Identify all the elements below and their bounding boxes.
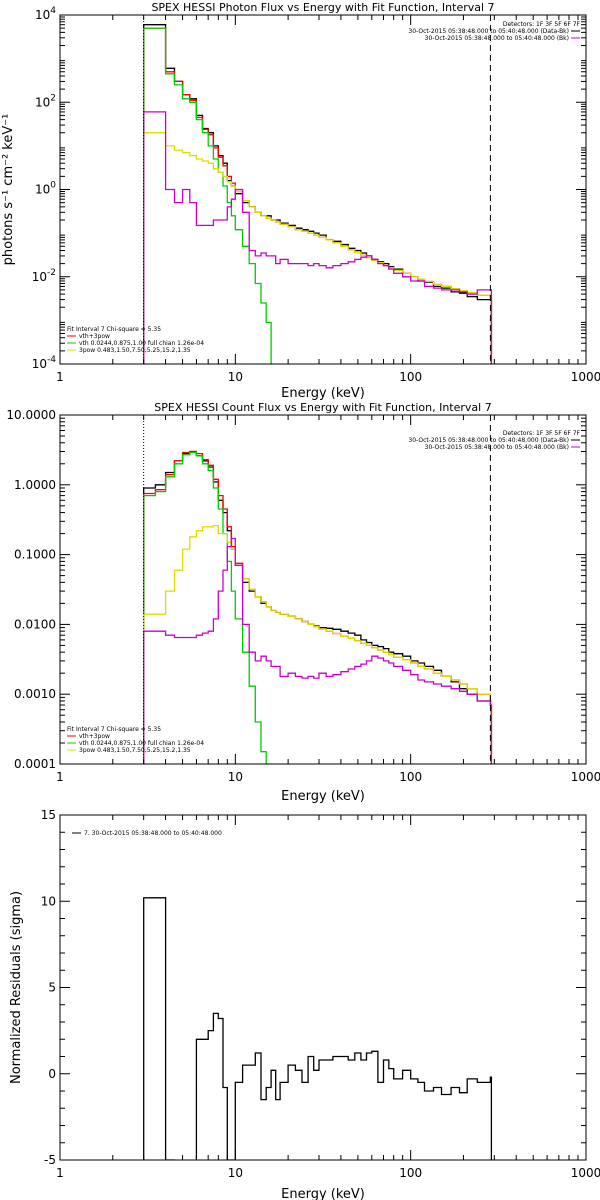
legend-entry: Detectors: 1F 3F 5F 6F 7F: [503, 430, 581, 437]
legend-entry: 3pow 0.483,1.50,7.50,5.25,15.2,1.35: [79, 747, 191, 754]
x-tick-label: 1: [56, 1166, 64, 1180]
x-tick-label: 100: [399, 770, 422, 784]
y-tick-label: 5: [48, 981, 56, 995]
y-tick-label: 0: [48, 1067, 56, 1081]
y-tick-exponent: -2: [47, 268, 56, 278]
series-line-4: [143, 111, 493, 364]
y-tick-label: 0.0100: [14, 617, 56, 631]
x-tick-label: 1000: [571, 1166, 600, 1180]
y-tick-exponent: 0: [50, 181, 56, 191]
series-line-0: [143, 450, 493, 764]
x-tick-label: 100: [399, 370, 422, 384]
chart-title: SPEX HESSI Photon Flux vs Energy with Fi…: [151, 1, 494, 14]
series-group: [143, 897, 493, 1160]
legend-entry: 3pow 0.483,1.50,7.50,5.25,15.2,1.35: [79, 347, 191, 354]
legend-entry: vth+3pow: [79, 333, 110, 340]
y-tick-label: 10-2: [32, 268, 56, 284]
x-axis-label: Energy (keV): [281, 386, 365, 401]
series-group: [143, 24, 493, 364]
x-tick-label: 1000: [571, 370, 600, 384]
x-tick-label: 10: [228, 1166, 243, 1180]
y-axis-label: photons s⁻¹ cm⁻² keV⁻¹: [1, 114, 16, 266]
x-tick-label: 100: [399, 1166, 422, 1180]
plot-frame: [59, 814, 587, 1161]
legend-entry: 30-Oct-2015 05:38:48.000 to 05:40:48.000…: [425, 444, 569, 451]
y-tick-base: 10: [35, 8, 50, 22]
y-tick-base: 10: [35, 183, 50, 197]
legend-entry: 7. 30-Oct-2015 05:38:48.000 to 05:40:48.…: [84, 830, 222, 837]
legend-entry: vth 0.0244,0.875,1.00 full chian 1.26e-0…: [79, 740, 204, 747]
x-axis-label: Energy (keV): [281, 1187, 365, 1200]
series-line-0: [143, 897, 493, 1160]
series-line-2: [143, 27, 273, 364]
y-tick-label: 10: [41, 894, 56, 908]
y-tick-label: 10-4: [32, 355, 57, 371]
y-tick-label: 104: [35, 6, 56, 22]
legend-entry: vth 0.0244,0.875,1.00 full chian 1.26e-0…: [79, 340, 204, 347]
legend-entry: Fit Interval 7 Chi-square = 5.35: [67, 726, 161, 733]
plot-frame: [59, 14, 587, 365]
y-tick-base: 10: [32, 357, 47, 371]
chart-title: SPEX HESSI Count Flux vs Energy with Fit…: [154, 401, 491, 414]
y-tick-base: 10: [32, 270, 47, 284]
legend-entry: 30-Oct-2015 05:38:48.000 to 05:40:48.000…: [408, 28, 569, 35]
series-line-0: [143, 24, 493, 364]
y-tick-base: 10: [35, 95, 50, 109]
y-tick-label: 102: [35, 93, 56, 109]
y-tick-exponent: 2: [50, 93, 56, 103]
y-tick-label: 1.0000: [14, 478, 56, 492]
series-line-3: [143, 524, 493, 764]
y-tick-exponent: 4: [50, 6, 56, 16]
x-tick-label: 1000: [571, 770, 600, 784]
x-tick-label: 10: [228, 370, 243, 384]
series-line-1: [143, 450, 493, 764]
y-tick-label: -5: [44, 1153, 56, 1167]
y-tick-label: 0.0010: [14, 687, 56, 701]
y-tick-label: 10.0000: [6, 408, 56, 422]
y-tick-label: 15: [41, 808, 56, 822]
x-tick-label: 10: [228, 770, 243, 784]
legend-entry: vth+3pow: [79, 733, 110, 740]
y-axis-label: Normalized Residuals (sigma): [9, 891, 24, 1084]
x-axis-label: Energy (keV): [281, 789, 365, 804]
series-line-2: [143, 451, 272, 764]
residuals-panel: 1 10 100 1000 15 10 5 0 -5 Energy (keV) Normalized…: [9, 808, 600, 1200]
y-tick-label: 0.0001: [14, 757, 56, 771]
plot-frame: [59, 414, 587, 765]
y-tick-label: 0.1000: [14, 548, 56, 562]
legend-entry: Detectors: 1F 3F 5F 6F 7F: [503, 21, 581, 28]
legend-entry: Fit Interval 7 Chi-square = 5.35: [67, 326, 161, 333]
y-tick-label: 100: [35, 181, 56, 197]
series-line-4: [143, 537, 493, 764]
photon-flux-panel: SPEX HESSI Photon Flux vs Energy with Fi…: [1, 1, 600, 401]
legend-entry: 30-Oct-2015 05:38:48.000 to 05:40:48.000…: [425, 35, 569, 42]
series-line-3: [143, 132, 493, 364]
series-group: [143, 450, 493, 764]
legend-entry: 30-Oct-2015 05:38:48.000 to 05:40:48.000…: [408, 437, 569, 444]
x-tick-label: 1: [56, 770, 64, 784]
x-tick-label: 1: [56, 370, 64, 384]
count-flux-panel: SPEX HESSI Count Flux vs Energy with Fit…: [6, 401, 600, 804]
y-tick-exponent: -4: [47, 355, 56, 365]
